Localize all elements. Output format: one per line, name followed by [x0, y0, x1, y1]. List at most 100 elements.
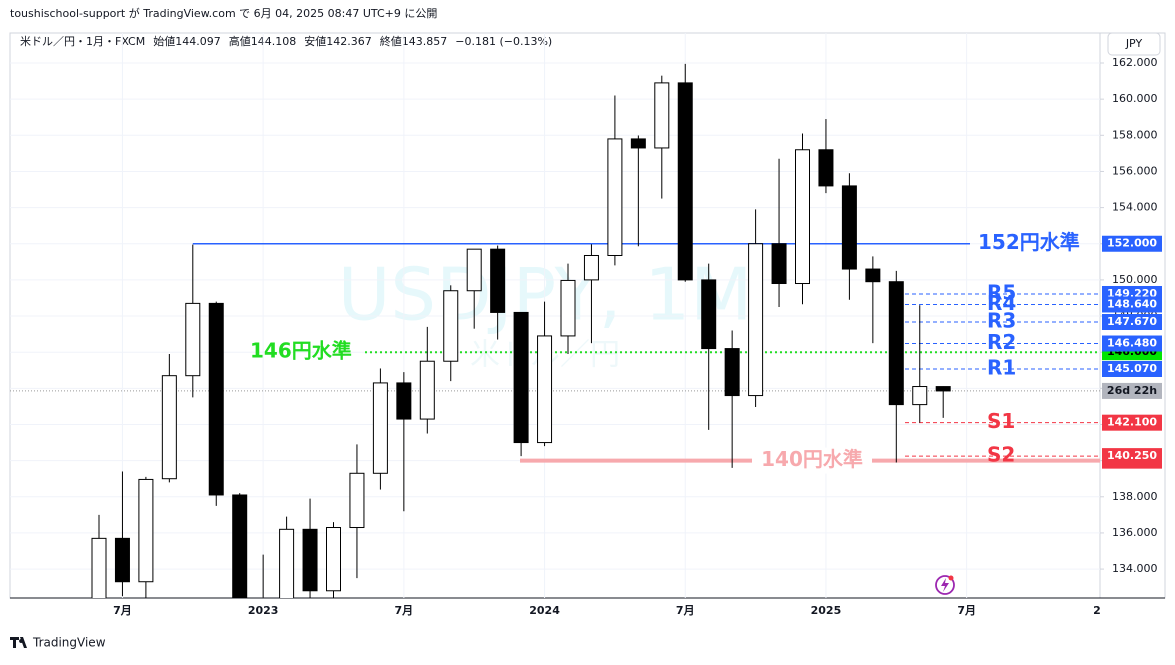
candle-body	[583, 254, 599, 281]
field-label: 始値	[153, 34, 175, 48]
icon-dot	[948, 575, 954, 581]
y-tick-label: 160.000	[1112, 92, 1158, 105]
candle-body	[630, 138, 646, 149]
field-label: 高値	[229, 34, 251, 48]
currency-button[interactable]	[1107, 32, 1161, 56]
price-tag	[1102, 360, 1162, 377]
x-tick-label: 2	[1093, 604, 1101, 617]
candle-body	[349, 472, 365, 529]
price-tag-label: 152.000	[1107, 237, 1157, 250]
x-tick-label: 2024	[529, 604, 560, 617]
level-label: 146円水準	[250, 339, 352, 363]
candle-body	[466, 248, 482, 292]
candle-body	[256, 621, 270, 639]
candle-body	[232, 494, 248, 598]
price-tag	[1102, 448, 1162, 465]
x-tick-label: 7月	[957, 604, 976, 617]
field-label: 安値	[304, 34, 326, 48]
price-tag	[1102, 296, 1162, 313]
icon[interactable]	[935, 575, 955, 595]
symbol: 米ドル／円・1月・FXCM	[20, 35, 145, 48]
logo	[10, 637, 27, 648]
pivot-label: S1	[987, 409, 1015, 433]
candle-body	[490, 248, 506, 313]
pivot-label: R1	[987, 355, 1016, 379]
price-tag-label: 147.670	[1107, 315, 1157, 328]
price-tag	[1102, 314, 1162, 331]
field-value: 144.097	[175, 35, 221, 48]
price-tag-label: 142.100	[1107, 416, 1157, 429]
candle-body	[208, 302, 224, 496]
x-tick-label: 7月	[113, 604, 132, 617]
pivot-label: R5	[987, 280, 1016, 304]
level-label: 140円水準	[761, 447, 863, 471]
candle-body	[185, 302, 201, 377]
candle-body	[114, 537, 130, 583]
candle-body	[701, 279, 717, 350]
field-label: 終値	[380, 34, 402, 48]
candle-body	[560, 279, 576, 337]
brand: TradingView	[32, 636, 106, 650]
price-tag-label: 146.480	[1107, 337, 1157, 350]
candle-body	[372, 382, 388, 474]
candle-body	[513, 311, 529, 444]
x-tick-label: 2023	[248, 604, 279, 617]
x-tick-label: 2025	[811, 604, 842, 617]
candle-body	[396, 382, 412, 420]
candle-body	[443, 290, 459, 362]
candle-body	[795, 149, 810, 285]
label-bg	[752, 447, 872, 474]
candle-body	[419, 360, 435, 420]
candle-body	[818, 149, 834, 187]
candle-body	[748, 243, 764, 397]
y-tick-label: 136.000	[1112, 526, 1158, 539]
x-tick-label: 7月	[395, 604, 414, 617]
candle-body	[865, 268, 881, 283]
candle-body	[161, 375, 177, 480]
pivot-label: R2	[987, 330, 1016, 354]
change: −0.181 (−0.13%)	[455, 35, 552, 48]
price-tag	[1102, 414, 1162, 431]
candle-body	[841, 185, 857, 270]
icon	[941, 578, 949, 592]
info-text: 米ドル／円・1月・FXCM 始値144.097 高値144.108 安値142.367…	[20, 34, 552, 48]
price-tag	[1102, 382, 1162, 399]
candle-body	[888, 281, 904, 406]
price-tag	[1102, 335, 1162, 352]
pivot-label: R3	[987, 309, 1016, 333]
candles	[91, 63, 951, 639]
candle-body	[771, 243, 787, 285]
candle-body	[537, 335, 553, 444]
axes: 134.000136.000138.000140.000142.000144.0…	[113, 56, 1162, 617]
candle-body	[677, 82, 693, 281]
candle-body	[326, 527, 341, 592]
candle-body	[138, 478, 154, 583]
candle-body	[654, 82, 670, 149]
y-tick-label: 154.000	[1112, 201, 1158, 214]
currency: JPY	[1125, 37, 1143, 50]
candle-body	[302, 528, 318, 592]
price-tag	[1102, 235, 1162, 252]
y-tick-label: 134.000	[1112, 562, 1158, 575]
pivot-label: S2	[987, 443, 1015, 467]
price-tag-label: 140.250	[1107, 449, 1157, 462]
y-tick-label: 158.000	[1112, 128, 1158, 141]
field-value: 142.367	[326, 35, 372, 48]
candle-body	[279, 528, 295, 598]
price-tag-label: 148.640	[1107, 297, 1157, 310]
field-value: 144.108	[251, 35, 297, 48]
price-tag-label: 26d 22h	[1107, 384, 1157, 397]
y-tick-label: 138.000	[1112, 490, 1158, 503]
x-tick-label: 7月	[676, 604, 695, 617]
info-line: 米ドル／円・1月・FXCM 始値144.097 高値144.108 安値142.367…	[20, 34, 552, 48]
candle-body	[91, 537, 107, 598]
level-label: 152円水準	[978, 230, 1080, 254]
y-tick-label: 150.000	[1112, 273, 1158, 286]
publisher: toushischool-support が TradingView.com で…	[10, 6, 437, 20]
pivot-label: R4	[987, 291, 1016, 315]
y-tick-label: 156.000	[1112, 164, 1158, 177]
field-value: 143.857	[402, 35, 448, 48]
